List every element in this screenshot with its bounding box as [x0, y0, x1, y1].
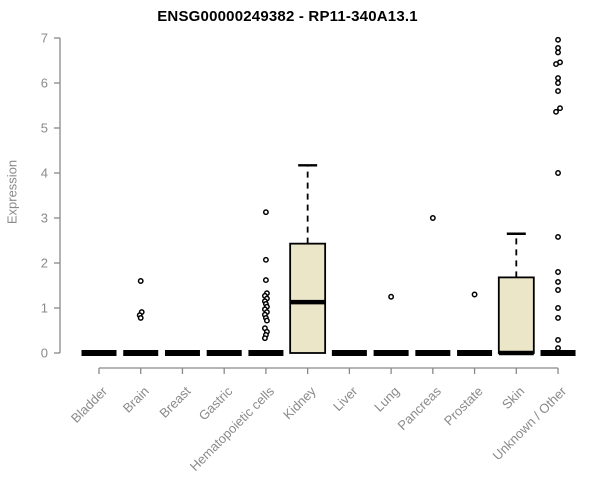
outlier-point-unknown-other	[553, 108, 559, 115]
y-axis-tick-label: 4	[41, 166, 48, 181]
x-axis-label-unknown-other: Unknown / Other	[490, 383, 570, 463]
outlier-point-hematopoietic-cells	[261, 335, 268, 342]
outlier-point-hematopoietic-cells	[262, 277, 269, 284]
collapsed-box-breast	[164, 350, 200, 356]
x-axis-label-prostate: Prostate	[441, 384, 486, 429]
outlier-point-unknown-other	[555, 88, 561, 95]
x-axis-label-kidney: Kidney	[280, 383, 319, 422]
outlier-point-pancreas	[429, 215, 436, 221]
outlier-point-lung	[388, 293, 395, 300]
outlier-point-unknown-other	[555, 49, 561, 56]
collapsed-box-bladder	[81, 350, 117, 356]
outlier-point-brain	[137, 278, 144, 284]
box-kidney	[289, 242, 327, 354]
y-axis-tick-label: 3	[41, 211, 48, 226]
outlier-point-unknown-other	[555, 80, 561, 86]
box-skin	[497, 276, 535, 354]
outlier-point-unknown-other	[555, 287, 561, 293]
outlier-point-unknown-other	[555, 170, 561, 176]
outlier-point-unknown-other	[555, 36, 561, 43]
outlier-point-hematopoietic-cells	[262, 256, 269, 263]
x-axis-label-liver: Liver	[330, 383, 361, 414]
outlier-point-unknown-other	[555, 345, 561, 351]
collapsed-box-brain	[123, 350, 159, 356]
collapsed-box-liver	[331, 350, 367, 356]
y-axis-tick-label: 5	[41, 121, 48, 136]
collapsed-box-unknown-other	[540, 350, 576, 356]
collapsed-box-lung	[373, 350, 409, 356]
outlier-point-unknown-other	[555, 44, 561, 51]
outlier-point-hematopoietic-cells	[263, 317, 270, 324]
y-axis-tick-label: 7	[41, 31, 48, 46]
outlier-point-unknown-other	[555, 75, 561, 82]
y-axis-tick-label: 0	[41, 346, 48, 361]
y-axis-tick-label: 2	[41, 256, 48, 271]
collapsed-box-pancreas	[415, 350, 451, 356]
x-axis-label-brain: Brain	[120, 384, 152, 416]
x-axis-label-pancreas: Pancreas	[395, 383, 445, 433]
x-axis-label-skin: Skin	[499, 384, 527, 412]
outlier-point-unknown-other	[555, 305, 561, 311]
outlier-point-unknown-other	[555, 337, 561, 343]
outlier-point-unknown-other	[555, 278, 561, 285]
outlier-point-prostate	[471, 291, 478, 298]
collapsed-box-prostate	[457, 350, 493, 356]
outlier-point-brain	[137, 314, 144, 321]
outlier-point-unknown-other	[555, 269, 561, 275]
y-axis-tick-label: 1	[41, 301, 48, 316]
outlier-point-unknown-other	[555, 314, 561, 321]
chart-title: ENSG00000249382 - RP11-340A13.1	[157, 8, 418, 25]
outlier-point-unknown-other	[555, 233, 561, 240]
x-axis-label-bladder: Bladder	[68, 383, 111, 426]
y-axis-tick-label: 6	[41, 76, 48, 91]
collapsed-box-hematopoietic-cells	[248, 350, 284, 356]
x-axis-label-breast: Breast	[156, 383, 193, 420]
outlier-point-unknown-other	[553, 61, 559, 68]
collapsed-box-gastric	[206, 350, 242, 356]
outlier-point-unknown-other	[557, 105, 563, 112]
x-axis-label-gastric: Gastric	[196, 383, 236, 423]
outlier-point-hematopoietic-cells	[262, 209, 269, 216]
y-axis-title: Expression	[4, 159, 20, 225]
x-axis-label-lung: Lung	[371, 384, 402, 415]
